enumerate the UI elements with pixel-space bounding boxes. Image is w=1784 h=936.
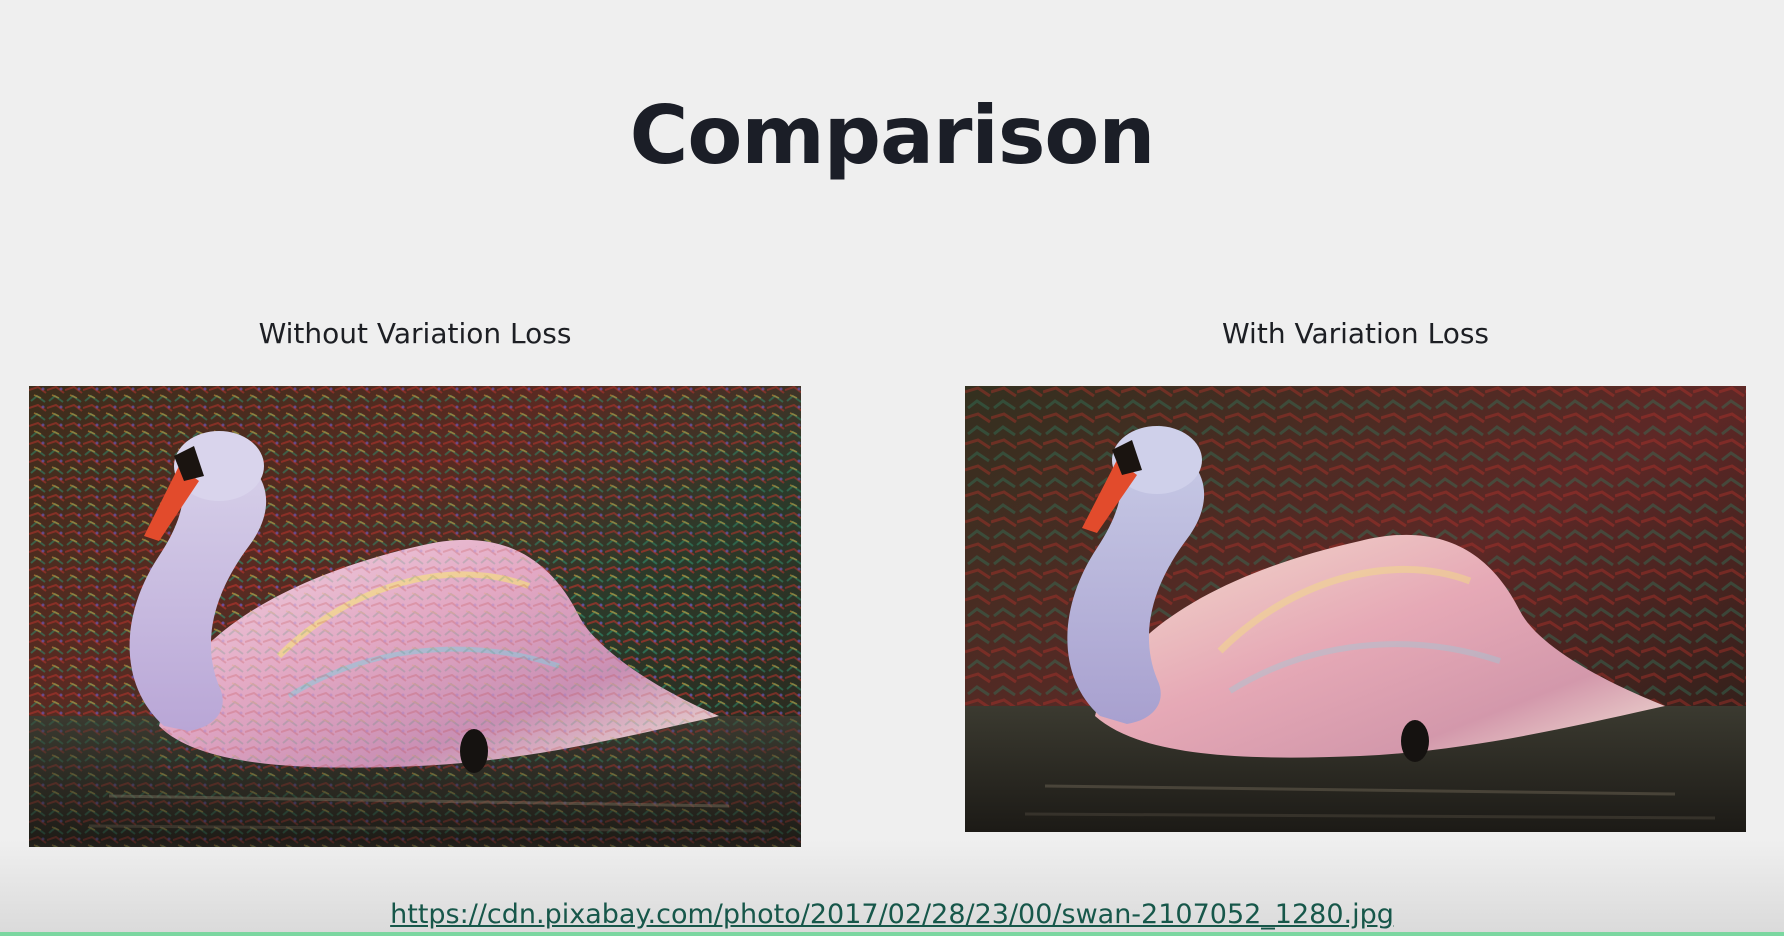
swan-image-with-variation-loss [965, 386, 1746, 832]
left-image-caption: Without Variation Loss [258, 317, 572, 350]
swan-image-without-variation-loss [29, 386, 801, 847]
swan-image-left-art [29, 386, 801, 847]
image-source-link[interactable]: https://cdn.pixabay.com/photo/2017/02/28… [390, 899, 1394, 930]
right-image-caption: With Variation Loss [1221, 317, 1489, 350]
bottom-shade [0, 840, 1784, 936]
slide-title: Comparison [629, 89, 1156, 182]
swan-image-right-art [965, 386, 1746, 832]
bottom-accent-line [0, 932, 1784, 936]
